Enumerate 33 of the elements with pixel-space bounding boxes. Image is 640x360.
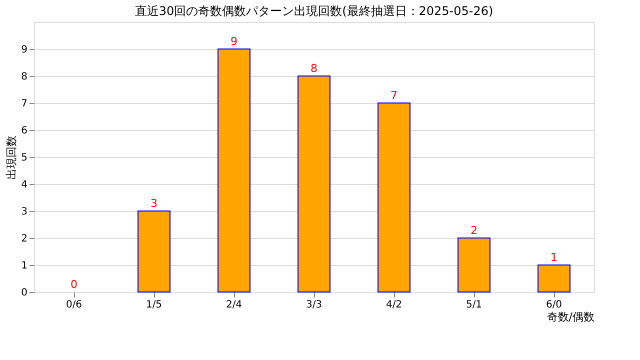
y-tick-label: 7 — [21, 98, 28, 110]
data-label: 1 — [550, 251, 558, 264]
data-label: 8 — [310, 62, 318, 75]
x-axis-title: 奇数/偶数 — [546, 310, 594, 324]
bar — [458, 238, 490, 292]
y-axis-title: 出現回数 — [5, 136, 18, 180]
y-tick-label: 0 — [21, 288, 28, 298]
bar — [138, 210, 170, 292]
bar — [538, 264, 570, 292]
bar — [298, 76, 330, 292]
x-tick-label: 6/0 — [546, 300, 562, 310]
x-tick-label: 0/6 — [66, 300, 82, 310]
data-label: 7 — [390, 89, 398, 102]
x-tick-label: 2/4 — [226, 300, 242, 310]
y-tick-label: 8 — [21, 72, 28, 82]
y-tick-label: 9 — [21, 44, 28, 56]
y-tick-label: 4 — [21, 180, 28, 190]
data-label: 9 — [230, 35, 238, 48]
bar — [378, 102, 410, 292]
data-label: 3 — [150, 197, 158, 210]
y-tick-label: 1 — [21, 260, 28, 272]
data-label: 2 — [470, 224, 478, 237]
y-tick-label: 2 — [21, 234, 28, 244]
y-tick-label: 5 — [21, 152, 28, 164]
x-tick-label: 4/2 — [386, 300, 402, 310]
bar — [218, 48, 250, 292]
y-tick-label: 6 — [21, 126, 28, 136]
x-tick-label: 3/3 — [306, 300, 322, 310]
x-tick-label: 1/5 — [146, 300, 162, 310]
data-label: 0 — [70, 278, 78, 291]
chart-title: 直近30回の奇数偶数パターン出現回数(最終抽選日：2025-05-26) — [134, 4, 494, 18]
y-tick-label: 3 — [21, 206, 28, 218]
x-tick-label: 5/1 — [466, 300, 482, 310]
